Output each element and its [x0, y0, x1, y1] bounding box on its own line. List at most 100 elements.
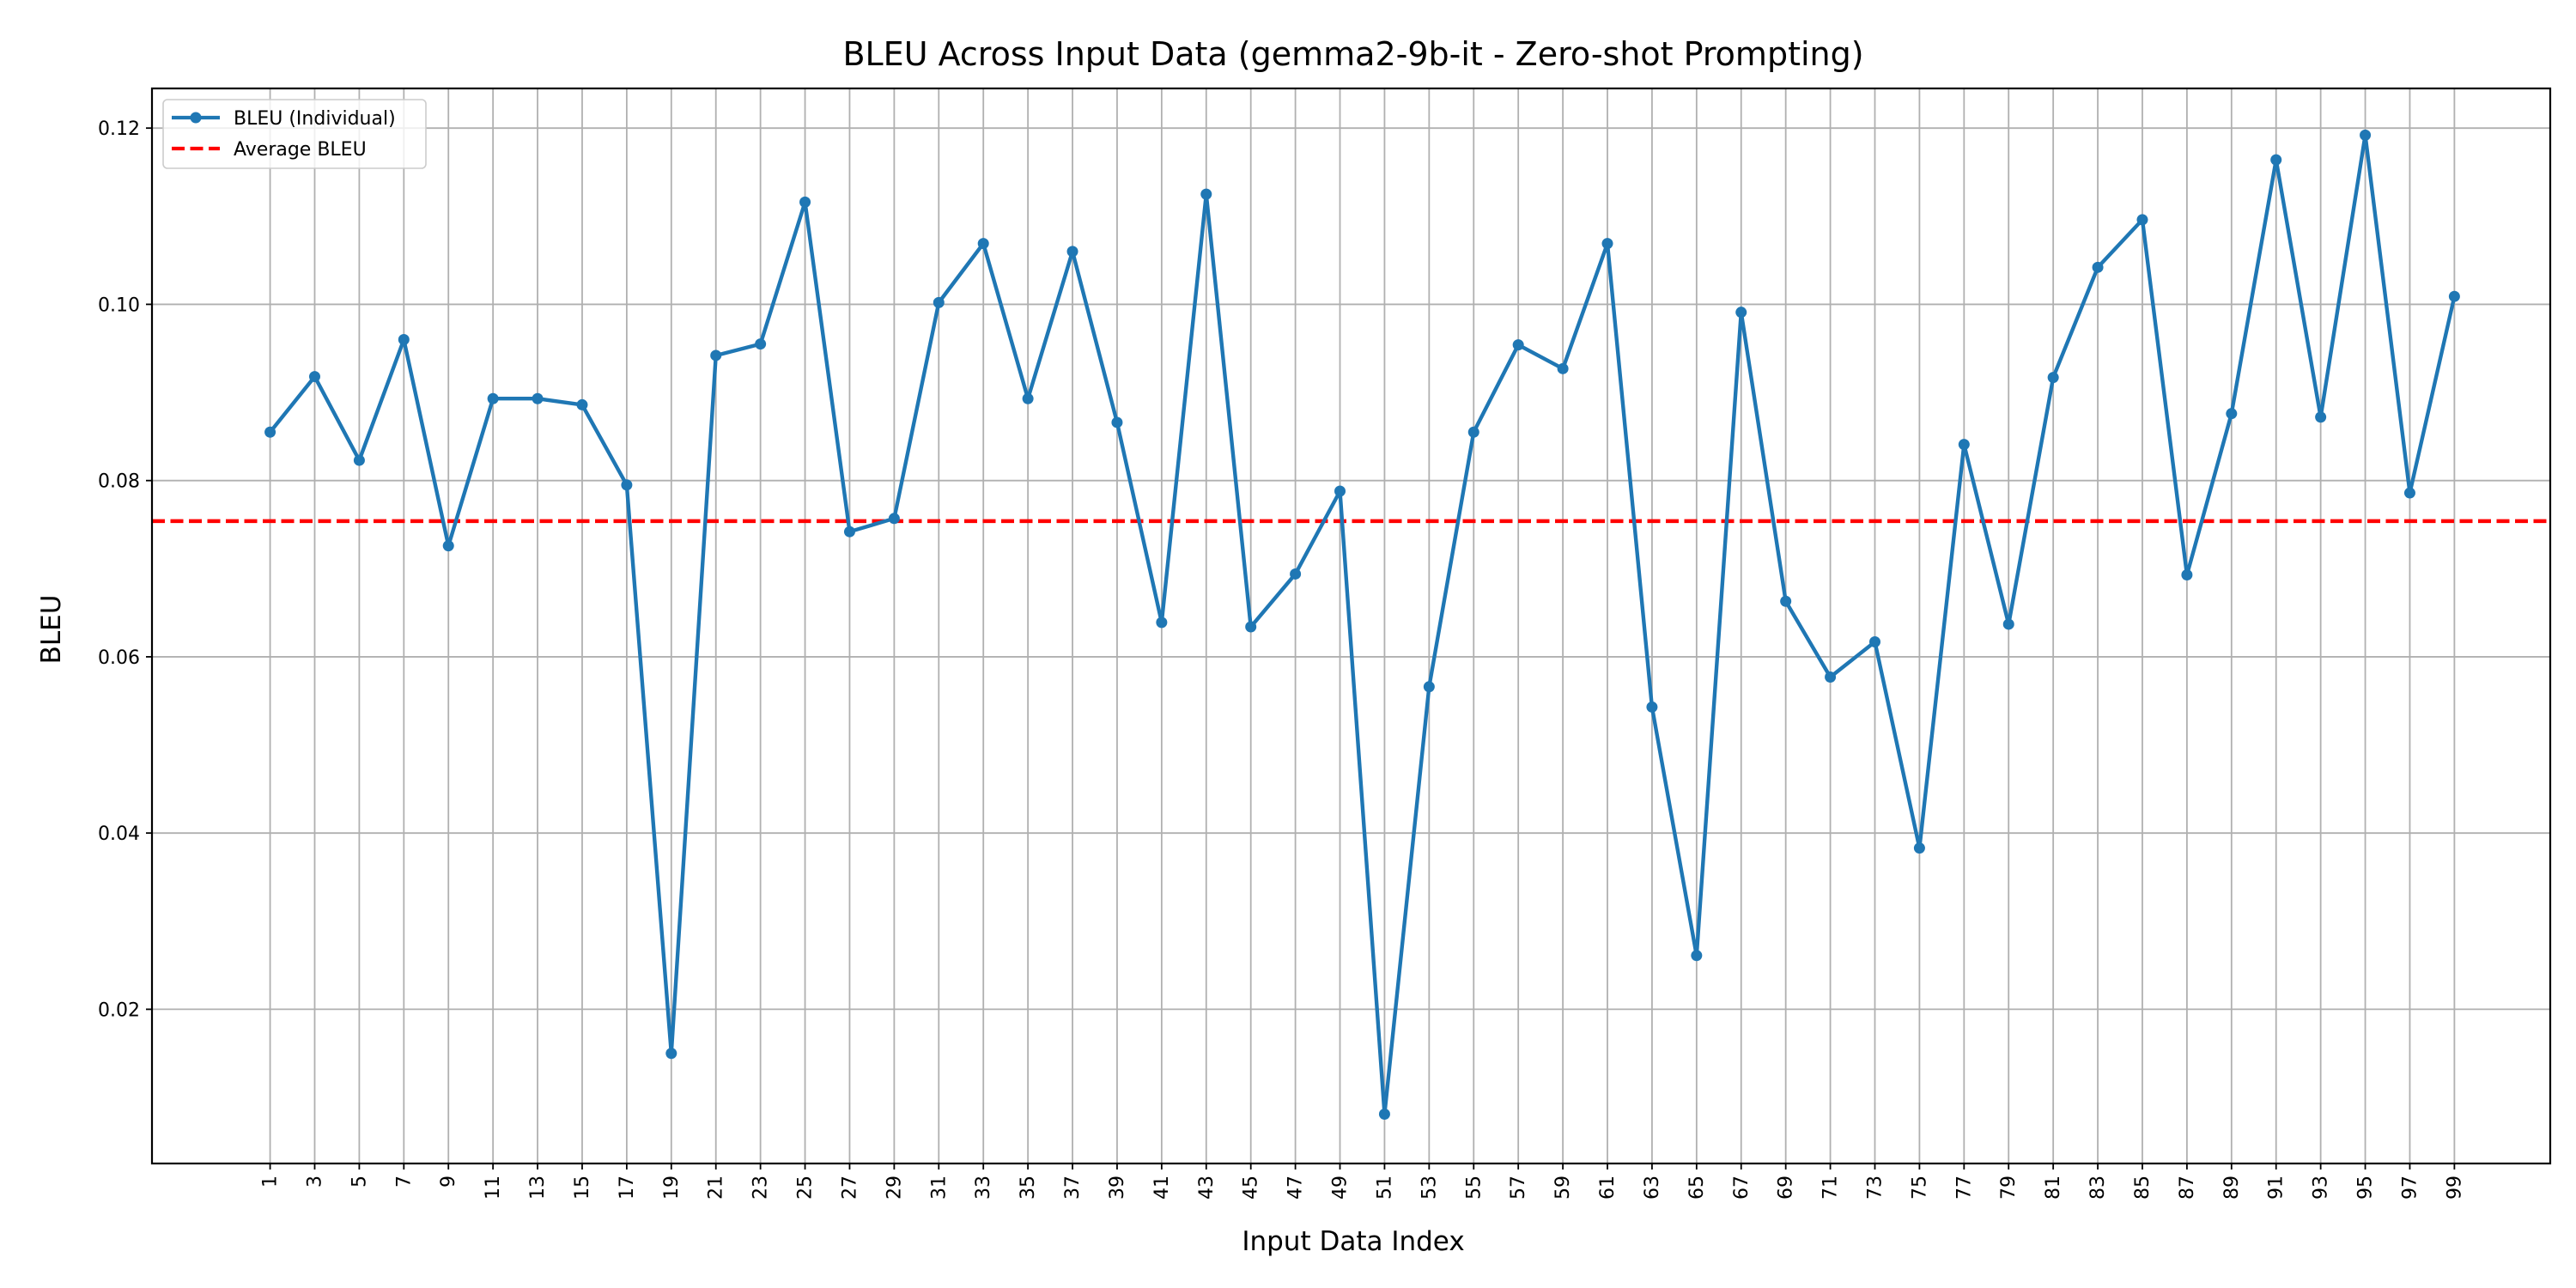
y-axis-label: BLEU [36, 595, 67, 665]
x-tick-label: 23 [750, 1176, 772, 1200]
x-tick-label: 9 [438, 1176, 459, 1188]
bleu-data-point [621, 479, 633, 491]
bleu-data-point [1200, 188, 1212, 200]
x-axis-label: Input Data Index [1242, 1226, 1464, 1257]
bleu-data-point [1601, 238, 1613, 250]
x-tick-label: 97 [2399, 1176, 2421, 1200]
x-tick-label: 53 [1419, 1176, 1440, 1200]
bleu-data-point [2226, 408, 2238, 420]
x-tick-label: 15 [572, 1176, 593, 1200]
plot-area-frame [150, 87, 2552, 1165]
x-tick-label: 61 [1597, 1176, 1619, 1200]
x-tick-label: 31 [928, 1176, 950, 1200]
x-tick-label: 81 [2043, 1176, 2064, 1200]
x-tick-label: 67 [1731, 1176, 1753, 1200]
bleu-data-point [487, 392, 499, 404]
legend-label-average: Average BLEU [234, 139, 367, 161]
bleu-data-point [1646, 701, 1658, 713]
y-tick-label: 0.06 [98, 647, 140, 669]
x-tick-label: 7 [393, 1176, 415, 1188]
bleu-data-point [2403, 487, 2415, 499]
x-tick-label: 69 [1776, 1176, 1797, 1200]
bleu-data-point [1512, 339, 1524, 351]
bleu-data-point [353, 454, 365, 466]
x-tick-label: 5 [349, 1176, 370, 1188]
x-tick-label: 65 [1686, 1176, 1708, 1200]
x-tick-label: 51 [1374, 1176, 1395, 1200]
x-tick-label: 85 [2132, 1176, 2154, 1200]
bleu-data-point [1868, 635, 1880, 647]
bleu-data-point [1691, 950, 1703, 962]
x-tick-label: 35 [1018, 1176, 1039, 1200]
bleu-series-line [268, 133, 2457, 1116]
bleu-data-point [933, 296, 945, 308]
bleu-data-point [442, 540, 454, 552]
bleu-data-point [755, 338, 767, 350]
bleu-data-point [1825, 671, 1837, 683]
x-tick-label: 13 [527, 1176, 549, 1200]
bleu-data-point [1066, 246, 1078, 258]
bleu-data-point [2360, 129, 2372, 141]
y-tick-label: 0.04 [98, 823, 140, 845]
bleu-data-point [2181, 568, 2193, 580]
bleu-data-point [1423, 681, 1435, 693]
x-tick-label: 17 [617, 1176, 638, 1200]
bleu-data-point [888, 513, 900, 525]
legend-label-individual: BLEU (Individual) [234, 108, 396, 130]
bleu-data-point [2270, 154, 2282, 166]
x-tick-label: 59 [1552, 1176, 1574, 1200]
bleu-data-point [665, 1048, 677, 1060]
bleu-data-point [710, 349, 722, 361]
bleu-data-point [1913, 842, 1925, 854]
bleu-data-point [2136, 214, 2148, 226]
bleu-data-point [532, 392, 544, 404]
bleu-data-point [1111, 416, 1123, 428]
y-tick-label: 0.12 [98, 118, 140, 140]
bleu-data-point [2315, 411, 2327, 423]
x-tick-label: 3 [304, 1176, 325, 1188]
bleu-data-point [2448, 290, 2460, 302]
x-tick-label: 77 [1953, 1176, 1975, 1200]
x-tick-label: 89 [2221, 1176, 2243, 1200]
x-tick-label: 39 [1107, 1176, 1128, 1200]
x-tick-label: 29 [884, 1176, 905, 1200]
bleu-data-point [1467, 426, 1479, 438]
x-tick-label: 45 [1241, 1176, 1262, 1200]
y-tick-label: 0.10 [98, 295, 140, 316]
x-tick-label: 87 [2177, 1176, 2198, 1200]
ticks: 1 3 5 7 9 11 13 15 17 19 21 23 25 27 29 31 33 35 37 39 41 43 4… [98, 118, 2465, 1200]
bleu-data-point [799, 196, 811, 208]
x-tick-label: 93 [2311, 1176, 2332, 1200]
bleu-data-point [1378, 1109, 1390, 1121]
chart-title: BLEU Across Input Data (gemma2-9b-it - Z… [842, 35, 1863, 73]
x-tick-label: 57 [1508, 1176, 1529, 1200]
x-tick-label: 75 [1909, 1176, 1930, 1200]
series-layer [264, 129, 2460, 1121]
bleu-data-point [1290, 568, 1302, 580]
bleu-data-point [264, 426, 276, 438]
x-tick-label: 49 [1330, 1176, 1352, 1200]
x-tick-label: 25 [795, 1176, 817, 1200]
y-tick-label: 0.08 [98, 471, 140, 493]
x-tick-label: 79 [1998, 1176, 2020, 1200]
grid [152, 88, 2550, 1163]
legend: BLEU (Individual) Average BLEU [162, 99, 427, 169]
legend-marker-individual [190, 112, 202, 124]
x-tick-label: 47 [1285, 1176, 1307, 1200]
x-tick-label: 71 [1820, 1176, 1842, 1200]
x-tick-label: 91 [2266, 1176, 2287, 1200]
bleu-data-point [308, 371, 320, 383]
x-tick-label: 63 [1642, 1176, 1663, 1200]
y-tick-label: 0.02 [98, 999, 140, 1021]
bleu-data-point [1557, 362, 1569, 374]
x-tick-label: 37 [1062, 1176, 1084, 1200]
bleu-data-point [1022, 392, 1034, 404]
bleu-data-point [2047, 372, 2059, 384]
bleu-data-point [398, 333, 410, 345]
x-tick-label: 19 [661, 1176, 683, 1200]
x-tick-label: 11 [483, 1176, 504, 1200]
bleu-data-point [1780, 595, 1792, 607]
bleu-data-point [576, 398, 588, 410]
